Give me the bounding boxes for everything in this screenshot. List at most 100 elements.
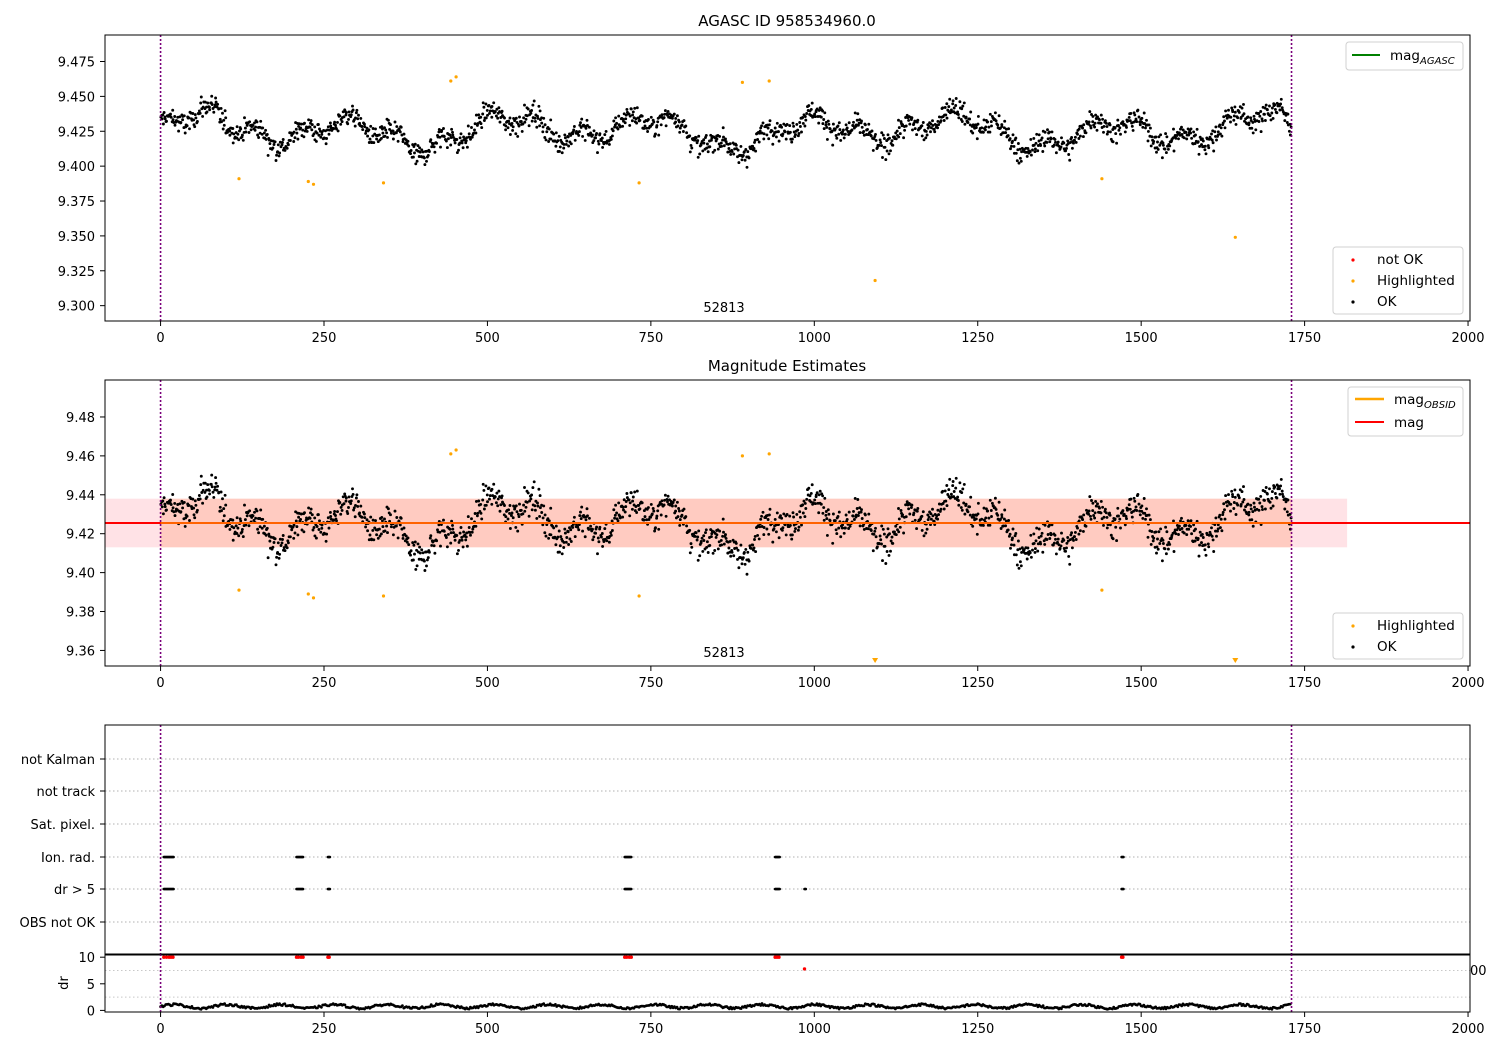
magnitude-point — [1251, 510, 1255, 514]
agasc-point — [1015, 159, 1019, 163]
magnitude-point — [1231, 492, 1234, 496]
magnitude-point — [273, 537, 277, 541]
magnitude-point — [201, 488, 205, 492]
magnitude-point — [1049, 533, 1053, 537]
magnitude-point — [912, 511, 916, 515]
agasc-point — [929, 122, 933, 126]
agasc-point — [1242, 102, 1245, 106]
agasc-point — [354, 111, 358, 115]
agasc-point — [925, 133, 929, 137]
agasc-point — [302, 135, 306, 139]
magnitude-point — [347, 506, 350, 509]
agasc-point — [1149, 144, 1153, 148]
magnitude-point — [960, 491, 964, 495]
agasc-point — [1180, 125, 1183, 129]
agasc-point — [1154, 135, 1158, 139]
magnitude-point — [980, 517, 984, 521]
agasc-point — [346, 122, 350, 126]
magnitude-point — [772, 527, 776, 531]
magnitude-point — [1053, 533, 1057, 537]
agasc-point — [274, 159, 278, 162]
magnitude-point — [1099, 499, 1103, 503]
magnitude-point — [464, 538, 468, 542]
magnitude-point — [1074, 538, 1078, 541]
agasc-point — [1223, 119, 1226, 123]
agasc-point — [536, 114, 539, 118]
magnitude-point — [281, 538, 284, 541]
agasc-point — [672, 112, 676, 116]
agasc-point — [1148, 126, 1152, 130]
agasc-point — [642, 126, 646, 130]
magnitude-point — [416, 542, 420, 546]
magnitude-point — [1239, 502, 1243, 506]
magnitude-point — [254, 516, 258, 520]
magnitude-point — [1109, 533, 1113, 537]
agasc-point — [1093, 125, 1097, 129]
agasc-point — [261, 126, 265, 130]
agasc-point — [569, 133, 573, 137]
agasc-point — [932, 127, 936, 131]
agasc-point — [600, 136, 604, 140]
agasc-point — [678, 130, 682, 134]
magnitude-point — [529, 497, 533, 501]
magnitude-point — [624, 505, 628, 509]
agasc-point — [631, 110, 635, 114]
agasc-point — [451, 133, 455, 137]
agasc-point — [1144, 126, 1147, 130]
agasc-point — [523, 120, 527, 124]
agasc-point — [328, 121, 332, 125]
magnitude-point — [372, 538, 376, 542]
magnitude-point — [698, 554, 702, 558]
dr-point — [1239, 1002, 1242, 1005]
agasc-point — [821, 109, 825, 113]
magnitude-point — [621, 515, 625, 519]
agasc-point — [1043, 130, 1047, 134]
magnitude-point — [352, 508, 356, 512]
magnitude-point — [1264, 486, 1268, 489]
magnitude-point — [1190, 532, 1194, 536]
magnitude-point — [455, 533, 459, 537]
agasc-point — [897, 135, 901, 139]
agasc-point — [516, 134, 520, 138]
magnitude-point — [1161, 542, 1165, 545]
magnitude-point — [801, 503, 805, 507]
agasc-point — [360, 125, 364, 128]
magnitude-point — [299, 512, 303, 516]
agasc-point — [1187, 133, 1191, 137]
agasc-point — [1007, 127, 1011, 131]
agasc-point — [1164, 151, 1168, 155]
agasc-point — [1273, 103, 1277, 107]
magnitude-point — [1069, 533, 1073, 537]
magnitude-point — [845, 517, 849, 521]
agasc-point — [1249, 119, 1253, 122]
agasc-point — [353, 124, 357, 128]
flag-mark — [328, 887, 332, 891]
magnitude-point — [670, 504, 674, 508]
dr-high-point — [777, 955, 781, 959]
magnitude-point — [1223, 508, 1226, 512]
magnitude-point — [682, 507, 686, 511]
magnitude-point — [759, 517, 763, 521]
magnitude-point — [205, 495, 209, 499]
dr-point — [266, 1006, 270, 1009]
agasc-point — [239, 127, 243, 131]
magnitude-point — [380, 515, 384, 519]
agasc-highlighted-point — [637, 181, 641, 185]
agasc-point — [863, 123, 867, 127]
agasc-point — [1261, 119, 1264, 123]
dr-xtick-label: 250 — [312, 1022, 337, 1037]
magnitude-point — [569, 540, 573, 543]
magnitude-point — [530, 508, 534, 512]
magnitude-point — [859, 510, 863, 514]
magnitude-point — [1077, 532, 1081, 536]
agasc-point — [659, 123, 663, 127]
dr-point — [554, 1003, 557, 1006]
magnitude-point — [1062, 538, 1066, 542]
magnitude-point — [339, 512, 343, 516]
agasc-point — [162, 111, 166, 114]
agasc-point — [766, 126, 770, 130]
agasc-point — [844, 123, 848, 127]
agasc-point — [596, 151, 599, 155]
magnitude-point — [236, 526, 240, 530]
agasc-point — [340, 120, 344, 124]
